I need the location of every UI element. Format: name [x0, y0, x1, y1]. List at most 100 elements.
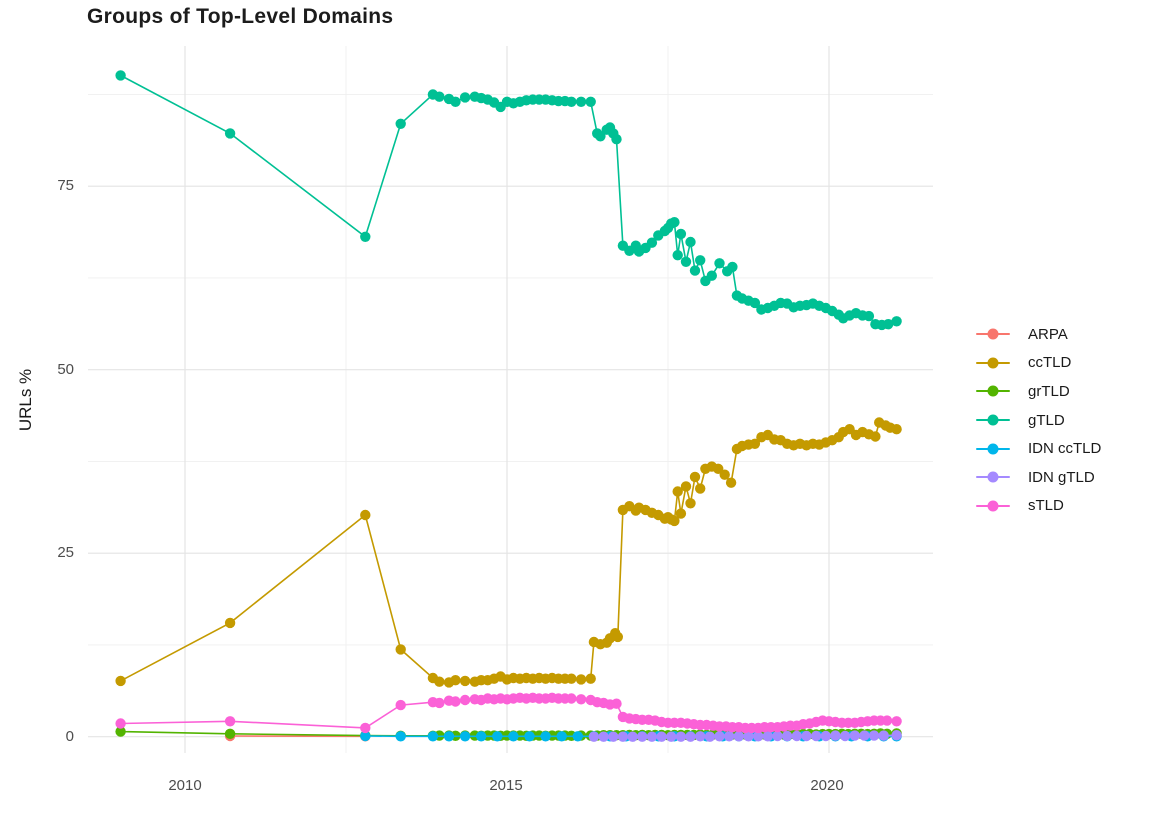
- legend-item-arpa: ARPA: [976, 320, 1101, 349]
- data-point-gtld: [450, 96, 461, 108]
- legend-key-icon: [976, 385, 1010, 397]
- y-tick-label-25: 25: [57, 544, 74, 561]
- data-point-stld: [566, 693, 577, 704]
- data-point-idn-gtld: [743, 731, 754, 742]
- data-point-cctld: [672, 486, 683, 497]
- data-point-gtld: [727, 261, 738, 273]
- data-point-cctld: [459, 675, 471, 687]
- data-point-gtld: [749, 297, 761, 309]
- data-point-cctld: [695, 483, 706, 494]
- data-point-cctld: [395, 644, 406, 655]
- data-point-idn-gtld: [714, 731, 725, 742]
- data-point-cctld: [434, 676, 445, 687]
- data-point-cctld: [680, 481, 692, 492]
- data-point-gtld: [669, 217, 680, 228]
- data-point-grtld: [224, 728, 236, 739]
- data-point-cctld: [689, 471, 701, 483]
- legend-key-icon: [976, 471, 1010, 483]
- data-point-idn-gtld: [666, 731, 677, 742]
- data-point-gtld: [680, 256, 692, 267]
- y-axis-title: URLs %: [16, 368, 35, 432]
- data-point-stld: [224, 716, 236, 727]
- data-point-gtld: [891, 316, 902, 327]
- data-point-gtld: [695, 255, 706, 266]
- data-point-idn-gtld: [627, 731, 638, 742]
- data-point-idn-gtld: [830, 730, 841, 741]
- data-point-gtld: [685, 236, 696, 248]
- data-point-stld: [450, 696, 461, 707]
- data-point-stld: [611, 698, 622, 709]
- data-point-idn-gtld: [753, 731, 764, 742]
- data-point-idn-gtld: [810, 730, 822, 742]
- legend-key-icon: [976, 328, 1010, 340]
- data-point-idn-gtld: [675, 731, 687, 742]
- legend-key-icon: [976, 443, 1010, 455]
- data-point-gtld: [611, 134, 622, 145]
- data-point-stld: [891, 716, 902, 727]
- y-tick-label-0: 0: [65, 728, 74, 745]
- data-point-gtld: [115, 70, 126, 81]
- data-point-cctld: [566, 673, 577, 684]
- series-idn-gtld: [588, 730, 902, 742]
- data-point-gtld: [689, 265, 701, 276]
- data-point-idn-cctld: [492, 731, 503, 742]
- data-point-gtld: [459, 92, 471, 103]
- series-stld: [115, 692, 902, 734]
- data-point-idn-gtld: [695, 731, 706, 742]
- legend: ARPA ccTLD grTLD gTLD IDN ccTLD IDN gTLD sTLD: [976, 320, 1101, 520]
- data-point-gtld: [395, 118, 406, 129]
- chart-title: Groups of Top-Level Domains: [87, 5, 394, 28]
- data-point-idn-cctld: [524, 731, 535, 742]
- data-point-cctld: [749, 438, 761, 449]
- series-cctld: [115, 417, 902, 688]
- data-point-gtld: [595, 131, 606, 142]
- data-point-idn-gtld: [868, 730, 880, 741]
- data-point-stld: [575, 694, 587, 705]
- data-point-gtld: [706, 270, 717, 281]
- legend-key-icon: [976, 500, 1010, 512]
- data-point-idn-cctld: [427, 731, 439, 742]
- y-tick-label-75: 75: [57, 177, 74, 194]
- data-point-idn-gtld: [608, 731, 619, 742]
- data-point-stld: [881, 715, 893, 726]
- data-point-idn-gtld: [724, 731, 735, 742]
- data-point-gtld: [224, 128, 236, 139]
- legend-key-icon: [976, 357, 1010, 369]
- legend-label: IDN ccTLD: [1028, 440, 1102, 458]
- data-point-idn-cctld: [443, 731, 455, 742]
- x-tick-label-2010: 2010: [168, 777, 202, 794]
- data-point-idn-gtld: [617, 731, 629, 742]
- data-point-idn-gtld: [859, 730, 870, 741]
- data-point-cctld: [224, 617, 236, 629]
- data-point-idn-gtld: [685, 731, 696, 742]
- data-point-idn-gtld: [637, 731, 648, 742]
- data-point-idn-gtld: [839, 730, 851, 742]
- legend-key-dot: [987, 385, 999, 397]
- x-tick-label-2020: 2020: [810, 777, 844, 794]
- legend-item-grtld: grTLD: [976, 377, 1101, 406]
- data-point-idn-gtld: [762, 731, 773, 742]
- legend-key-dot: [987, 500, 999, 512]
- data-point-idn-gtld: [820, 730, 831, 742]
- legend-label: gTLD: [1028, 411, 1065, 429]
- data-point-stld: [115, 718, 126, 729]
- data-point-idn-cctld: [395, 731, 406, 742]
- legend-key-dot: [987, 357, 999, 369]
- data-point-idn-gtld: [849, 730, 860, 741]
- legend-item-gtld: gTLD: [976, 406, 1101, 435]
- data-point-gtld: [863, 310, 875, 322]
- data-point-grtld: [115, 726, 126, 737]
- data-point-idn-cctld: [476, 731, 487, 742]
- data-point-idn-gtld: [801, 730, 812, 742]
- legend-item-idn-gtld: IDN gTLD: [976, 463, 1101, 492]
- series-line-gtld: [120, 74, 897, 326]
- legend-item-cctld: ccTLD: [976, 349, 1101, 378]
- data-point-idn-gtld: [733, 731, 744, 742]
- legend-key-dot: [987, 443, 999, 455]
- legend-label: sTLD: [1028, 497, 1064, 515]
- data-point-gtld: [675, 228, 687, 240]
- data-point-cctld: [585, 673, 596, 684]
- data-point-stld: [360, 722, 371, 734]
- legend-label: ARPA: [1028, 325, 1068, 343]
